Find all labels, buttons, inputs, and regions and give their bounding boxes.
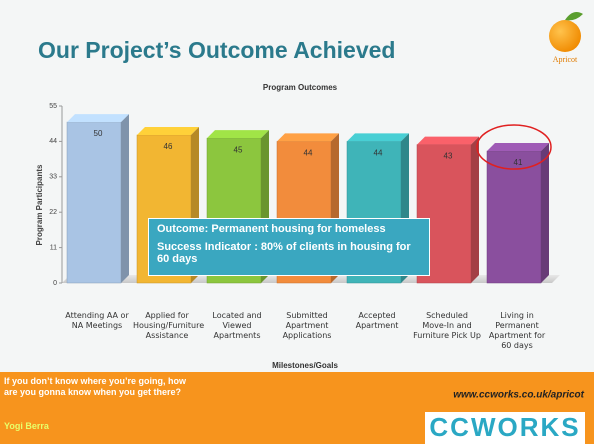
y-axis-label: Program Participants: [35, 164, 44, 245]
bar: [486, 150, 542, 284]
data-label: 43: [444, 152, 453, 161]
bar-top: [137, 126, 199, 135]
brand-logo: CCWORKS: [429, 412, 580, 442]
callout-line: Outcome: Permanent housing for homeless: [157, 223, 386, 235]
data-label: 44: [374, 149, 383, 158]
bar-side: [121, 114, 129, 283]
x-tick-label: Living in Permanent Apartment for 60 day…: [488, 311, 546, 350]
data-label: 45: [234, 145, 243, 154]
y-tick-label: 55: [49, 103, 57, 110]
chart-title: Program Outcomes: [263, 83, 338, 92]
bar-top: [487, 143, 549, 152]
bar-top: [347, 133, 409, 142]
logo-text: Apricot: [553, 55, 578, 64]
data-label: 46: [164, 142, 173, 151]
bar-top: [207, 130, 269, 139]
y-tick-label: 22: [49, 209, 57, 216]
x-tick-label: Attending AA or NA Meetings: [65, 311, 129, 330]
footer-quote: If you don’t know where you’re going, ho…: [4, 376, 186, 397]
x-tick-label: Located and Viewed Apartments: [212, 311, 262, 340]
x-tick-label: Applied for Housing/Furniture Assistance: [133, 311, 205, 340]
callout-box: Outcome: Permanent housing for homeless …: [148, 218, 430, 276]
y-tick-label: 44: [49, 138, 57, 145]
footer-url: www.ccworks.co.uk/apricot: [453, 390, 584, 401]
y-tick-label: 11: [50, 244, 57, 251]
callout-line: Success Indicator : 80% of clients in ho…: [157, 241, 411, 265]
y-tick-label: 0: [53, 280, 57, 287]
x-axis-label: Milestones/Goals: [272, 361, 338, 370]
apricot-logo: Apricot: [549, 12, 583, 64]
data-label: 41: [514, 158, 523, 167]
bar-top: [417, 136, 479, 145]
data-label: 50: [94, 129, 103, 138]
bar-top: [67, 114, 129, 123]
bar: [66, 121, 122, 284]
brand-box: [425, 412, 585, 444]
slide-title: Our Project’s Outcome Achieved: [38, 37, 395, 63]
y-tick-label: 33: [49, 174, 57, 181]
x-tick-label: Submitted Apartment Applications: [282, 311, 332, 340]
x-tick-label: Accepted Apartment: [355, 311, 399, 330]
data-label: 44: [304, 149, 313, 158]
bar-side: [541, 143, 549, 283]
footer-author: Yogi Berra: [4, 421, 49, 431]
bar-side: [471, 136, 479, 283]
bar-top: [277, 133, 339, 142]
x-tick-label: Scheduled Move-In and Furniture Pick Up: [413, 311, 481, 340]
highlight-circle: [476, 124, 552, 170]
